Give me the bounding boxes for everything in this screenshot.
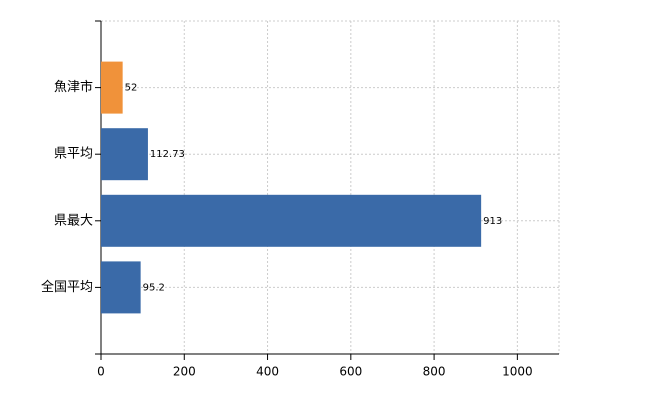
- y-tick-label: 県最大: [54, 213, 93, 228]
- x-tick-label: 800: [423, 365, 446, 379]
- x-tick-label: 200: [173, 365, 196, 379]
- value-label: 95.2: [143, 282, 165, 293]
- x-tick-label: 1000: [502, 365, 533, 379]
- y-tick-label: 全国平均: [41, 279, 93, 295]
- x-tick-label: 0: [97, 365, 105, 379]
- x-tick-label: 400: [256, 365, 279, 379]
- bar: [101, 61, 123, 114]
- value-label: 112.73: [150, 149, 185, 160]
- y-tick-label: 魚津市: [54, 79, 93, 95]
- value-label: 913: [483, 216, 502, 227]
- bar: [101, 261, 141, 314]
- y-tick-label: 県平均: [54, 147, 93, 162]
- x-tick-label: 600: [339, 365, 362, 379]
- bar: [101, 194, 482, 247]
- value-label: 52: [125, 83, 138, 94]
- bar: [101, 128, 148, 181]
